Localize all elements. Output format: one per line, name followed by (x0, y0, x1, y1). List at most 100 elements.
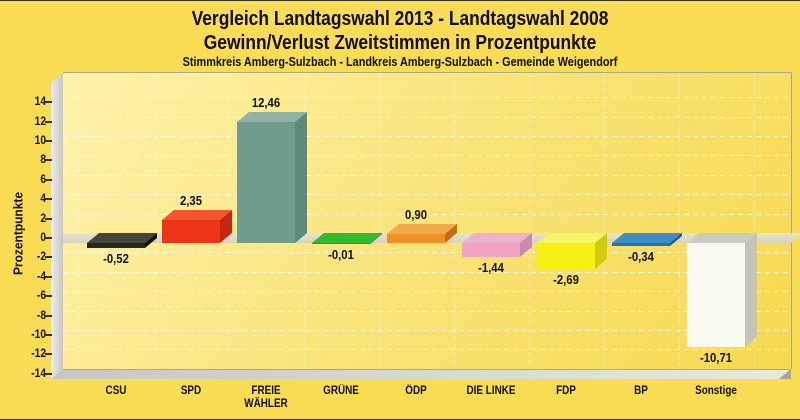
bar-top-face (687, 233, 757, 243)
grid-line-h (63, 330, 791, 331)
x-category-label: CSU (77, 385, 154, 398)
bar-front-face (537, 243, 595, 269)
y-tick-label: -10 (31, 327, 46, 341)
chart-title-line1: Vergleich Landtagswahl 2013 - Landtagswa… (191, 8, 609, 30)
plot-border-right (791, 72, 792, 369)
chart-subtitle: Stimmkreis Amberg-Sulzbach - Landkreis A… (182, 55, 618, 69)
bar-front-face (462, 243, 520, 257)
grid-line-v (678, 73, 680, 369)
grid-line-v (603, 73, 605, 369)
bar-side-face (220, 210, 232, 243)
grid-line-h (63, 155, 791, 157)
y-tick-mark (45, 334, 52, 336)
bar-top-face (537, 233, 607, 243)
x-category-label-line: DIE LINKE (466, 385, 516, 397)
y-tick-label: 10 (34, 133, 46, 147)
x-category-label: BP (602, 385, 679, 398)
grid-line-v (78, 73, 80, 369)
bar-front-face (312, 243, 370, 244)
x-category-label: FDP (527, 385, 604, 398)
bar-front-face (162, 220, 220, 243)
y-tick-label: -4 (36, 268, 46, 283)
bar-value-label: -0,01 (328, 247, 354, 262)
x-category-label: GRÜNE (302, 385, 379, 398)
bar-value-label: -0,52 (103, 251, 129, 266)
grid-line-h (63, 194, 791, 196)
grid-line-v (378, 73, 380, 369)
grid-line-h (63, 97, 791, 99)
bar-side-face (370, 233, 382, 244)
chart-floor-line (63, 369, 791, 370)
y-tick-label: 6 (40, 171, 46, 186)
bar-value-label: -2,69 (553, 272, 579, 287)
y-tick-mark (45, 159, 52, 162)
x-category-label-line: Sonstige (695, 385, 737, 397)
y-tick-mark (45, 353, 52, 356)
chart-floor (51, 369, 791, 379)
y-tick-label: -8 (36, 307, 46, 322)
y-tick-mark (45, 101, 52, 104)
bar-front-face (687, 243, 745, 347)
y-tick-label: -12 (31, 346, 46, 361)
y-tick-mark (45, 256, 52, 259)
bar-top-face (387, 224, 457, 234)
x-category-label-line: FREIE (251, 385, 281, 397)
bar-value-label: -1,44 (478, 260, 504, 275)
y-tick-label: 14 (34, 94, 46, 109)
bar-top-face (162, 210, 232, 220)
x-category-label: ÖDP (377, 385, 454, 398)
y-tick-mark (45, 178, 52, 181)
grid-line-h (63, 174, 791, 176)
bar-value-label: 12,46 (251, 95, 281, 110)
x-category-label: SPD (152, 385, 229, 398)
bar-front-face (612, 243, 670, 246)
y-tick-mark (45, 314, 52, 317)
bar-top-face (312, 233, 382, 243)
chart-floor-edge (779, 369, 791, 379)
bar-value-label: 2,35 (179, 193, 203, 208)
bar-value-label: 0,90 (404, 207, 428, 222)
y-tick-label: 4 (40, 191, 46, 206)
bar-top-face (237, 112, 307, 122)
y-tick-label: 0 (40, 230, 46, 244)
x-category-label-line: SPD (180, 385, 202, 397)
x-category-label: DIE LINKE (452, 385, 529, 398)
chart-title-line2: Gewinn/Verlust Zweitstimmen in Prozentpu… (203, 32, 597, 54)
x-category-label-line: CSU (105, 385, 127, 397)
y-tick-label: 2 (40, 210, 46, 225)
bar-front-face (387, 234, 445, 243)
x-category-label-line: FDP (556, 385, 576, 397)
grid-line-v (453, 73, 455, 369)
x-category-label-line: GRÜNE (323, 385, 359, 397)
grid-line-h (63, 271, 791, 273)
grid-line-h (63, 310, 791, 312)
x-category-label-line: WÄHLER (244, 398, 288, 410)
bar-top-face (87, 233, 157, 243)
bar-side-face (745, 233, 757, 347)
y-tick-mark (45, 237, 52, 239)
chart-left-wall (51, 73, 63, 379)
bar-side-face (295, 112, 307, 243)
bar-value-label: -10,71 (699, 350, 733, 365)
grid-line-v (153, 73, 155, 369)
y-tick-label: -14 (31, 365, 46, 380)
y-tick-mark (45, 217, 52, 220)
grid-line-v (753, 73, 755, 369)
bar-side-face (595, 233, 607, 269)
grid-line-h (63, 116, 791, 118)
y-tick-label: -6 (36, 288, 46, 303)
bar-top-face (612, 233, 682, 243)
y-tick-label: 12 (34, 113, 46, 128)
bar-value-label: -0,34 (628, 249, 654, 264)
bar-top-face (462, 233, 532, 243)
y-tick-mark (45, 295, 52, 298)
grid-line-h (63, 349, 791, 351)
y-tick-mark (45, 198, 52, 201)
x-category-label-line: BP (634, 385, 648, 397)
grid-line-h (63, 136, 791, 137)
grid-line-v (528, 73, 530, 369)
y-tick-label: 8 (40, 152, 46, 167)
x-category-label: FREIE WÄHLER (227, 385, 304, 411)
